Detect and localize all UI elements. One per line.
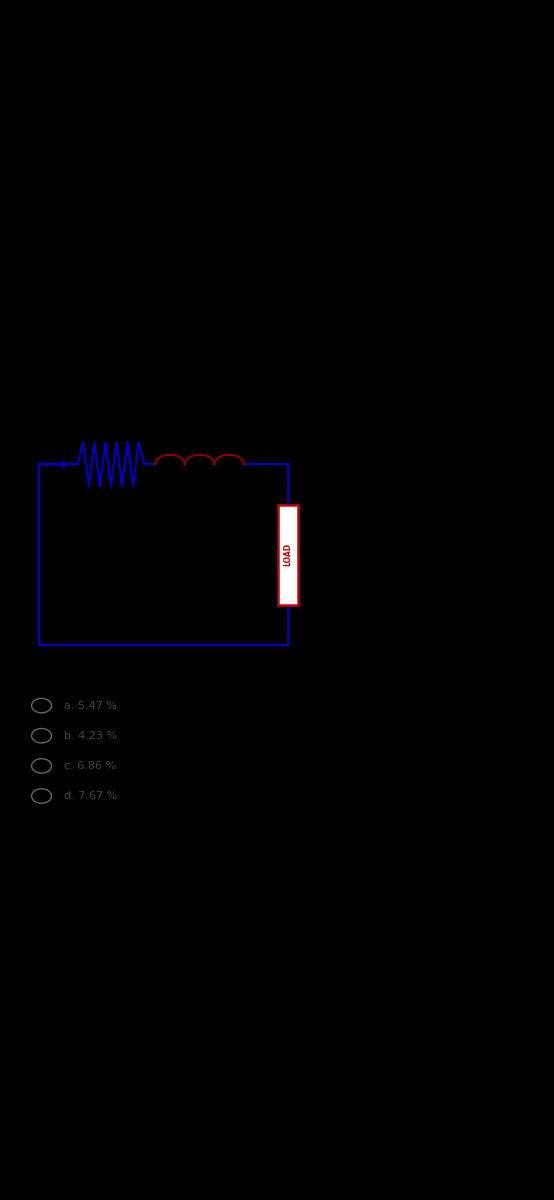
Text: 13.5kV: 13.5kV <box>0 540 33 553</box>
Text: a. 5.47 %: a. 5.47 % <box>64 701 117 710</box>
Text: d. 7.67 %: d. 7.67 % <box>64 791 117 802</box>
Text: b. 4.23 %: b. 4.23 % <box>64 731 117 740</box>
Text: c. 6.86 %: c. 6.86 % <box>64 761 116 770</box>
FancyBboxPatch shape <box>279 505 298 605</box>
Text: Select one:: Select one: <box>33 673 96 684</box>
Text: Find the percentage voltage regulation of the short transmission line given belo: Find the percentage voltage regulation o… <box>33 396 519 409</box>
Text: 5 ohm: 5 ohm <box>93 402 129 412</box>
Text: 2.5 ohm: 2.5 ohm <box>176 402 223 412</box>
Text: I: I <box>42 434 45 444</box>
Text: LOAD: LOAD <box>284 544 293 566</box>
Text: 12.8kV: 12.8kV <box>232 540 273 553</box>
